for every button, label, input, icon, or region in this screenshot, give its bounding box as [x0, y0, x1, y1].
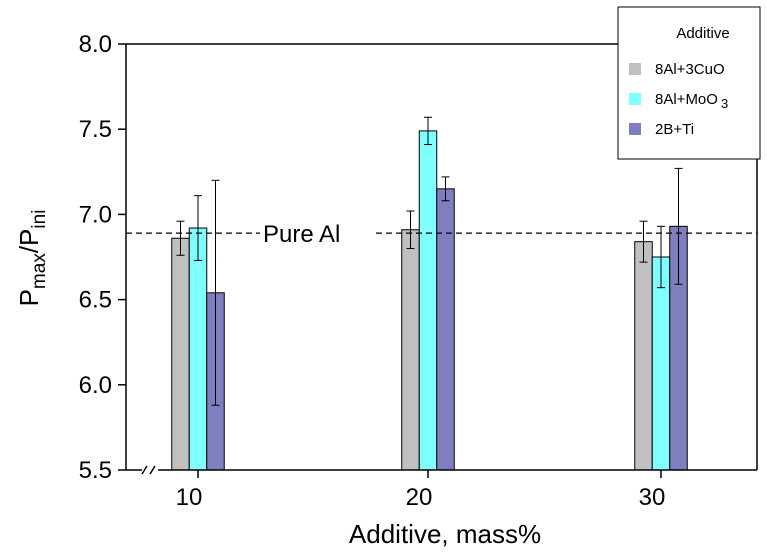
error-bar-8al-3cuo-20	[406, 210, 415, 249]
axis-break-mark	[126, 465, 156, 475]
y-tick-label: 6.5	[79, 287, 112, 314]
y-axis-title-sub1: max	[29, 253, 50, 289]
y-tick-label: 7.0	[79, 201, 112, 228]
bar-8al-3cuo-20	[401, 229, 420, 471]
y-tick-label: 8.0	[79, 31, 112, 58]
bar-8al-moo3-20	[418, 130, 438, 471]
legend-swatch-8al-3cuo	[629, 63, 641, 75]
bar-8al-moo3-30	[651, 256, 671, 471]
y-axis-title-base: P	[14, 289, 44, 306]
y-axis-title-sub2: ini	[29, 210, 50, 229]
bars-layer	[171, 130, 688, 471]
y-axis-title: Pmax/Pini	[14, 210, 50, 307]
legend-label-2b-ti: 2B+Ti	[655, 121, 694, 138]
tick-labels-layer: 5.5 6.0 6.5 7.0 7.5 8.0 10 20 30	[79, 31, 666, 511]
bar-8al-3cuo-10	[171, 237, 190, 471]
legend-title: Additive	[676, 25, 729, 42]
legend-label-8al-moo3: 8Al+MoO 3	[655, 91, 728, 111]
error-bar-2b-ti-20	[441, 176, 450, 202]
legend-swatch-8al-moo3	[629, 93, 641, 105]
x-axis-title: Additive, mass%	[349, 519, 541, 549]
error-bar-8al-moo3-30	[657, 225, 665, 289]
error-bar-2b-ti-10	[211, 179, 220, 406]
legend-label-8al-3cuo: 8Al+3CuO	[655, 61, 725, 78]
legend-swatch-2b-ti	[629, 123, 641, 135]
error-bar-8al-moo3-20	[424, 116, 432, 146]
error-bar-8al-moo3-10	[194, 195, 202, 261]
y-tick-label: 7.5	[79, 116, 112, 143]
error-bar-8al-3cuo-10	[176, 220, 185, 256]
reference-label-background	[260, 223, 372, 244]
legend-box	[617, 6, 761, 160]
error-bar-2b-ti-30	[674, 167, 683, 285]
error-bar-8al-3cuo-30	[639, 220, 648, 263]
y-tick-label: 5.5	[79, 457, 112, 484]
x-tick-label: 30	[639, 484, 666, 511]
error-bars-layer	[176, 116, 683, 406]
bar-2b-ti-20	[436, 188, 455, 471]
bar-8al-moo3-10	[188, 227, 208, 471]
x-tick-label: 10	[176, 484, 203, 511]
y-tick-label: 6.0	[79, 372, 112, 399]
reference-line-label: Pure Al	[263, 221, 340, 248]
legend-items: 8Al+3CuO 8Al+MoO 3 2B+Ti	[629, 61, 728, 138]
bar-8al-3cuo-30	[634, 241, 653, 471]
legend: Additive 8Al+3CuO 8Al+MoO 3 2B+Ti	[617, 6, 761, 160]
x-tick-label: 20	[406, 484, 433, 511]
y-axis-title-sep: /P	[14, 229, 44, 254]
